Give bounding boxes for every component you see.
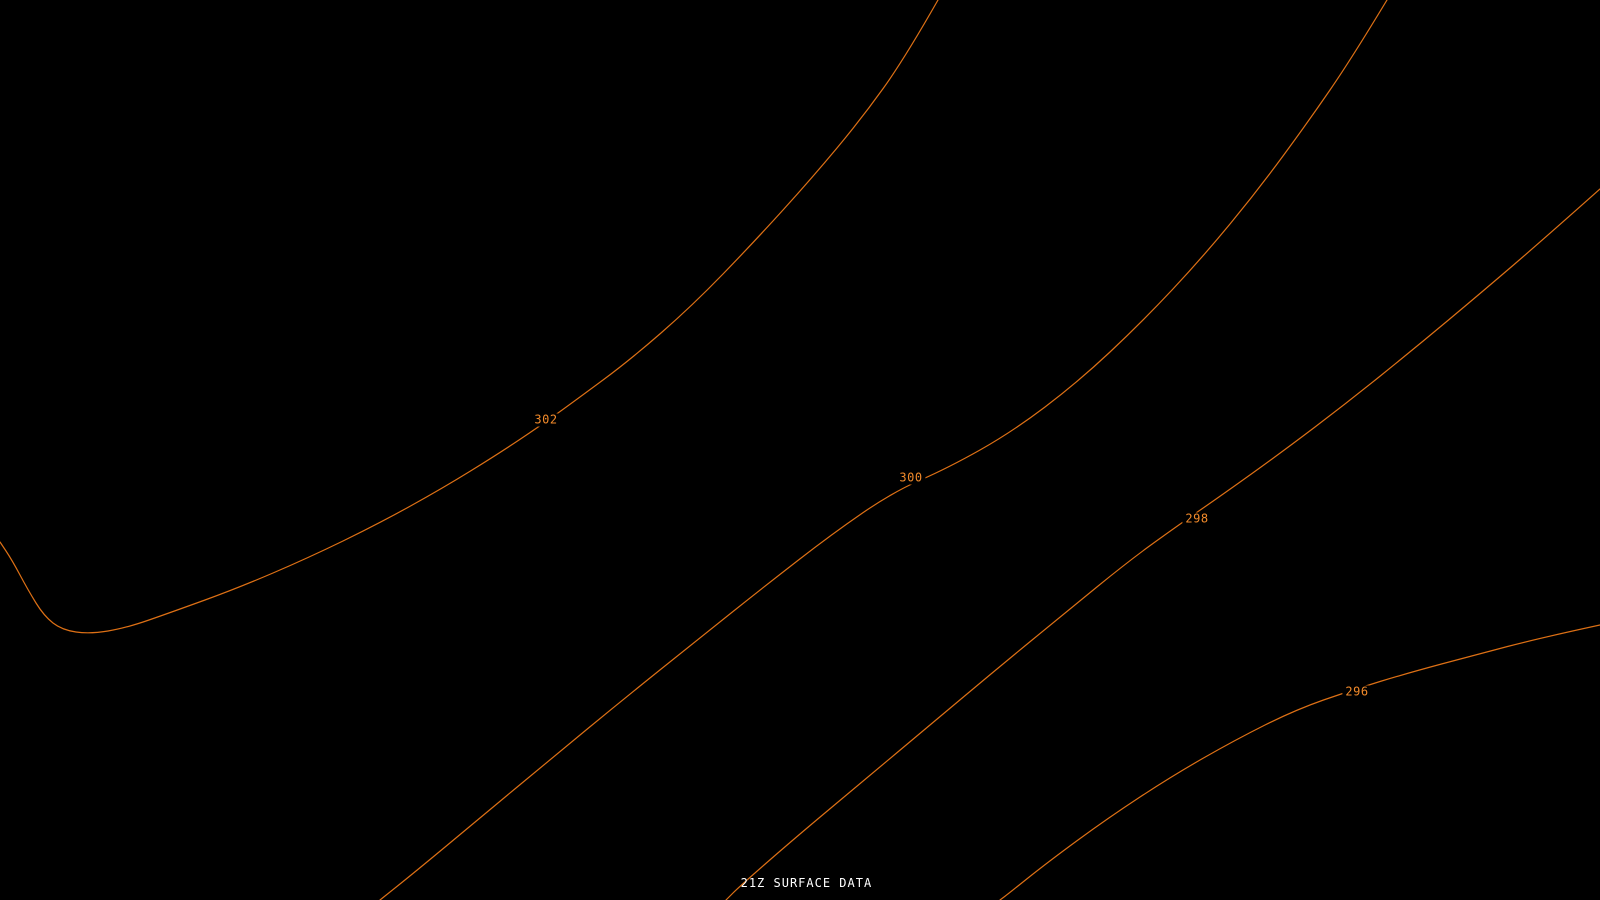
contour-line-300 [379,0,1388,900]
chart-caption: 21Z SURFACE DATA [740,876,873,890]
contour-label-300: 300 [896,471,926,485]
contour-label-298: 298 [1182,512,1212,526]
contour-label-296: 296 [1342,685,1372,699]
contour-label-302: 302 [531,413,561,427]
contour-line-296 [999,624,1600,900]
contour-line-298 [725,188,1600,900]
contour-line-302 [0,0,939,634]
